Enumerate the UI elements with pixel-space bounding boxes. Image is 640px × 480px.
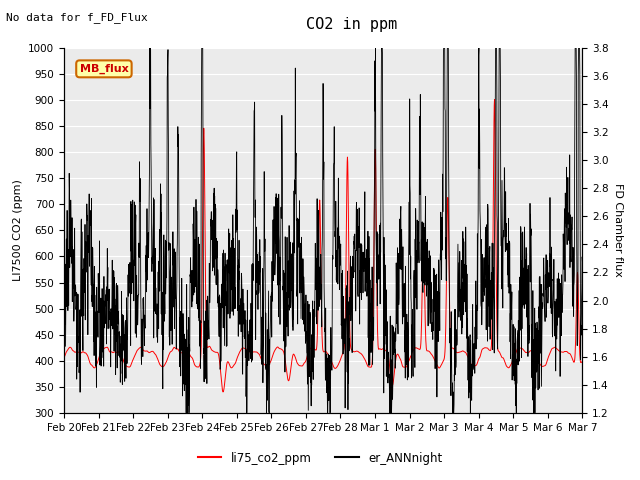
Y-axis label: LI7500 CO2 (ppm): LI7500 CO2 (ppm) (13, 180, 22, 281)
Legend: li75_co2_ppm, er_ANNnight: li75_co2_ppm, er_ANNnight (193, 447, 447, 469)
Text: No data for f_FD_Flux: No data for f_FD_Flux (6, 12, 148, 23)
Text: CO2 in ppm: CO2 in ppm (307, 17, 397, 32)
Y-axis label: FD Chamber flux: FD Chamber flux (612, 183, 623, 277)
Text: MB_flux: MB_flux (79, 64, 128, 74)
